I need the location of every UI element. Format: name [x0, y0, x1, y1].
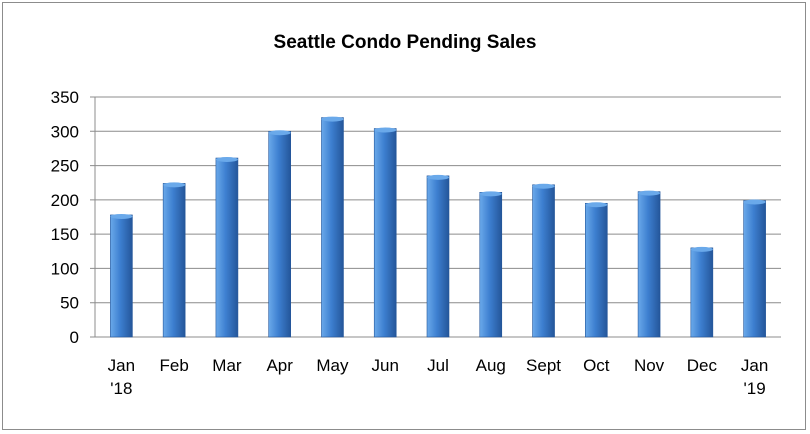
- bar: [110, 214, 133, 338]
- bar: [321, 117, 344, 338]
- x-tick-label: Sept: [526, 356, 561, 375]
- bar: [479, 192, 503, 338]
- x-tick-label: Oct: [583, 356, 610, 375]
- bar-top: [163, 182, 186, 188]
- bar-top: [532, 183, 555, 189]
- bar: [585, 202, 608, 338]
- y-tick-label: 250: [51, 157, 79, 176]
- bar: [426, 175, 450, 338]
- bar-top: [215, 157, 238, 163]
- x-tick-label: Jul: [427, 356, 449, 375]
- bar: [637, 191, 661, 338]
- x-tick-label: '18: [110, 379, 132, 398]
- x-tick-label: Nov: [634, 356, 665, 375]
- y-tick-label: 300: [51, 122, 79, 141]
- bar-top: [427, 174, 449, 180]
- y-tick-label: 50: [60, 294, 79, 313]
- x-tick-label: Feb: [160, 356, 189, 375]
- x-tick-label: Aug: [476, 356, 506, 375]
- bar-top: [479, 191, 502, 197]
- x-tick-label: Apr: [266, 356, 293, 375]
- bar: [373, 128, 397, 338]
- bar-top: [690, 246, 713, 252]
- x-tick-label: Jan: [108, 356, 135, 375]
- bar: [268, 130, 291, 338]
- y-tick-label: 350: [51, 88, 79, 107]
- bar-top: [321, 116, 344, 122]
- y-tick-label: 100: [51, 259, 79, 278]
- x-tick-label: '19: [744, 379, 766, 398]
- bar: [162, 183, 186, 338]
- chart-title: Seattle Condo Pending Sales: [273, 32, 537, 53]
- x-tick-label: Jun: [372, 356, 399, 375]
- y-tick-label: 0: [70, 328, 79, 347]
- bar: [215, 157, 239, 338]
- y-tick-label: 150: [51, 225, 79, 244]
- bar-top: [110, 213, 133, 219]
- bar-top: [638, 190, 661, 196]
- x-tick-label: Mar: [212, 356, 242, 375]
- bar: [532, 184, 555, 338]
- bar: [690, 247, 714, 338]
- bar: [743, 200, 766, 338]
- x-tick-label: Dec: [687, 356, 718, 375]
- x-tick-label: May: [316, 356, 349, 375]
- bar-top: [268, 130, 291, 136]
- bar-top: [585, 202, 608, 208]
- y-tick-label: 200: [51, 191, 79, 210]
- chart-frame: [2, 2, 806, 430]
- x-tick-label: Jan: [741, 356, 768, 375]
- bar-top: [374, 127, 397, 133]
- bar-top: [743, 199, 766, 205]
